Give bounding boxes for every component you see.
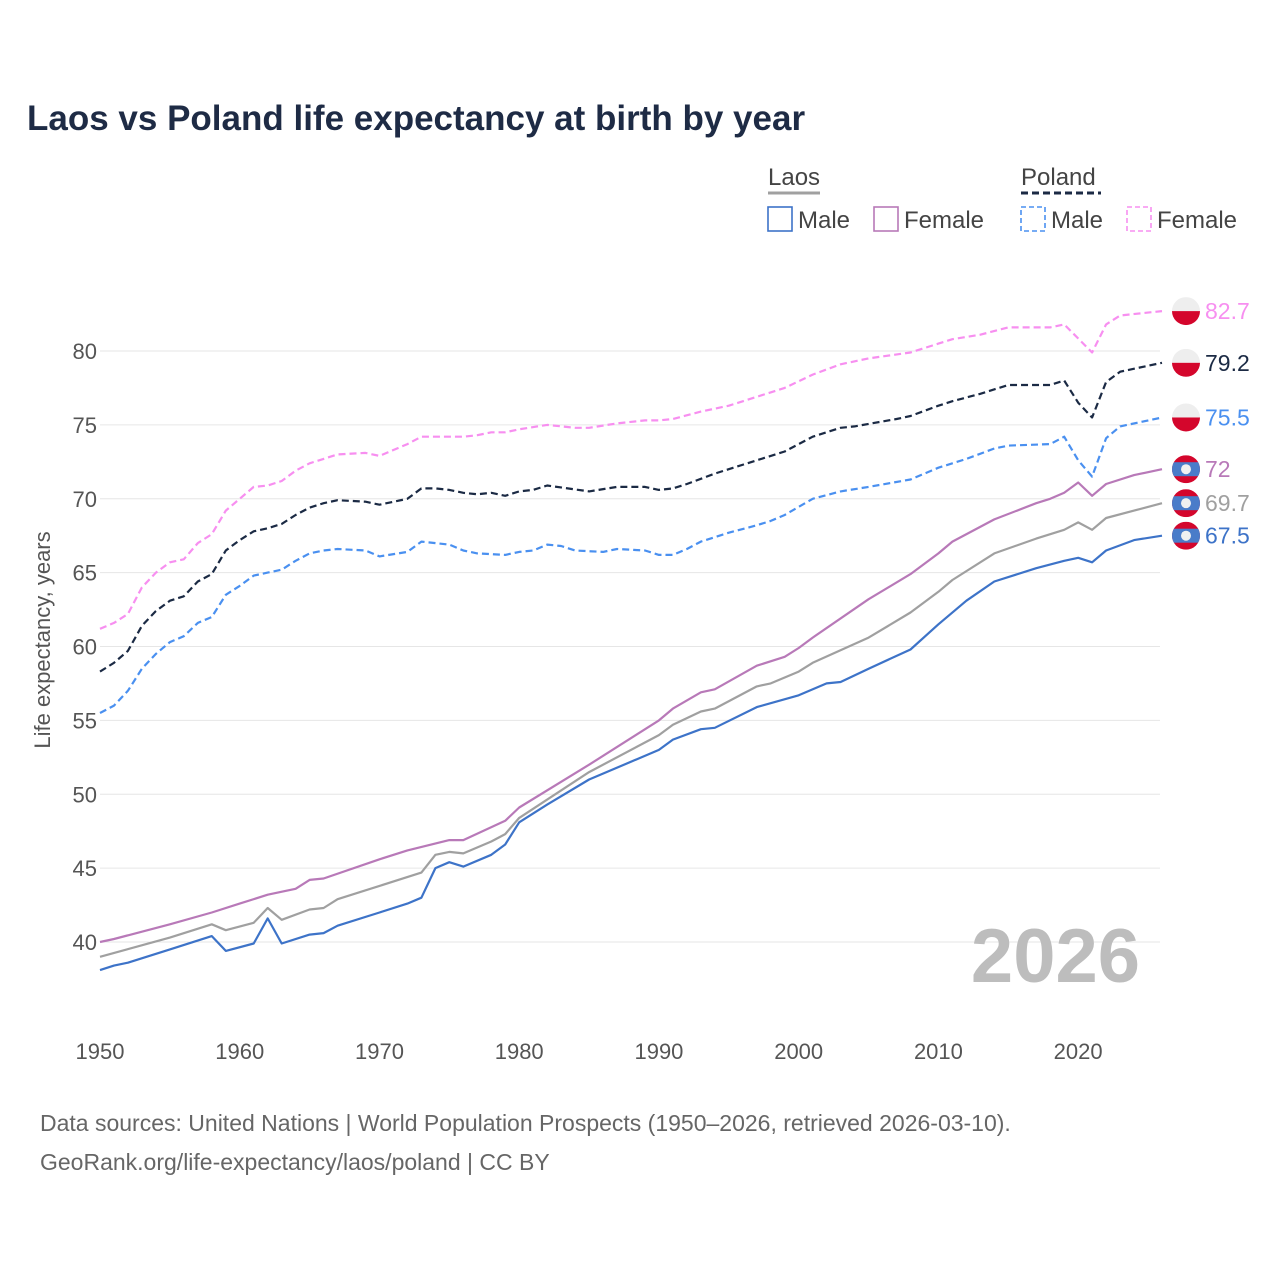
x-tick-label: 1960 [215,1039,264,1064]
y-tick-label: 45 [73,856,97,881]
end-value-label: 69.7 [1205,490,1250,516]
y-axis-label: Life expectancy, years [30,531,55,748]
series-line-laos-male [99,534,1163,972]
laos-flag-icon [1172,489,1200,518]
end-value-label: 75.5 [1205,404,1250,430]
x-tick-label: 2010 [914,1039,963,1064]
y-tick-label: 40 [73,930,97,955]
footer-link[interactable]: GeoRank.org/life-expectancy/laos/poland … [40,1149,550,1175]
series-line-laos-female [99,468,1163,944]
y-tick-label: 70 [73,487,97,512]
laos-flag-icon [1172,455,1200,484]
legend-group-laos: Laos [768,164,820,191]
legend-item-laos-male[interactable]: Male [798,207,850,234]
end-value-label: 79.2 [1205,350,1250,376]
y-tick-label: 65 [73,561,97,586]
y-tick-label: 80 [73,339,97,364]
poland-flag-icon [1172,403,1200,432]
legend-swatch[interactable] [1126,206,1152,232]
y-axis-ticks: 40 45 50 55 60 65 70 75 80 [73,339,97,955]
y-tick-label: 50 [73,782,97,807]
legend-item-poland-female[interactable]: Female [1157,207,1237,234]
legend-item-laos-female[interactable]: Female [904,207,984,234]
x-tick-label: 2020 [1054,1039,1103,1064]
x-tick-label: 1950 [76,1039,125,1064]
x-tick-label: 2000 [774,1039,823,1064]
x-tick-label: 1980 [495,1039,544,1064]
series-line-laos [99,502,1163,958]
x-axis-ticks: 1950 1960 1970 1980 1990 2000 2010 2020 [76,1039,1103,1064]
series-line-poland-female [99,310,1163,630]
legend-swatch[interactable] [767,206,793,232]
end-value-label: 72 [1205,456,1231,482]
end-value-label: 82.7 [1205,298,1250,324]
end-value-label: 67.5 [1205,523,1250,549]
legend-swatch[interactable] [873,206,899,232]
poland-flag-icon [1172,297,1200,326]
poland-flag-icon [1172,348,1200,377]
laos-flag-icon [1172,521,1200,550]
legend-swatch[interactable] [1020,206,1046,232]
gridlines [100,350,1160,943]
footer-sources: Data sources: United Nations | World Pop… [40,1110,1011,1136]
series-line-poland-male [99,416,1163,714]
year-watermark: 2026 [971,914,1140,999]
y-tick-label: 75 [73,413,97,438]
legend-group-poland: Poland [1021,164,1096,191]
end-labels: 82.7 79.2 75.5 72 69.7 67.5 [1172,297,1250,550]
x-tick-label: 1990 [634,1039,683,1064]
series-lines [99,310,1163,972]
legend: Laos Male Female Poland Male Female [767,164,1237,234]
y-tick-label: 60 [73,635,97,660]
series-line-poland [99,361,1163,673]
chart-title: Laos vs Poland life expectancy at birth … [27,99,805,138]
legend-item-poland-male[interactable]: Male [1051,207,1103,234]
y-tick-label: 55 [73,708,97,733]
x-tick-label: 1970 [355,1039,404,1064]
